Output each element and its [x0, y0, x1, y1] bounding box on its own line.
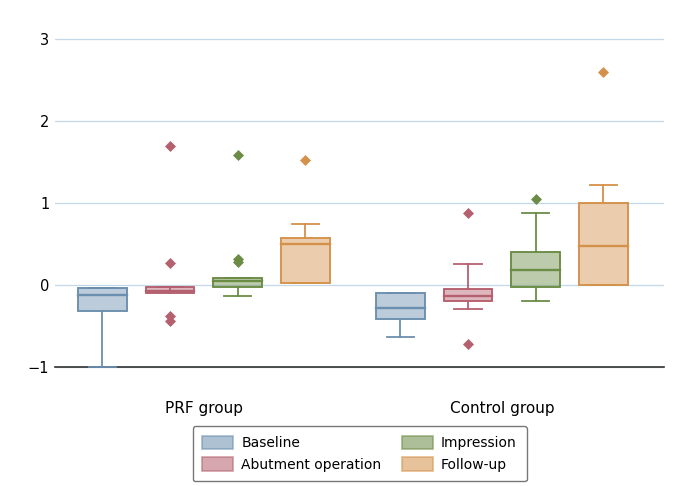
Bar	[281, 238, 329, 283]
Bar	[146, 287, 195, 293]
Bar	[78, 288, 127, 311]
Bar	[579, 203, 628, 285]
Bar	[213, 278, 262, 287]
Text: PRF group: PRF group	[165, 401, 242, 416]
Bar	[213, 278, 262, 287]
Bar	[512, 252, 560, 287]
Bar	[444, 289, 493, 301]
Bar	[444, 289, 493, 301]
Bar	[146, 287, 195, 293]
Bar	[512, 252, 560, 287]
Bar	[281, 238, 329, 283]
Bar	[376, 293, 425, 319]
Text: Control group: Control group	[449, 401, 554, 416]
Bar	[376, 293, 425, 319]
Bar	[78, 288, 127, 311]
Legend: Baseline, Abutment operation, Impression, Follow-up: Baseline, Abutment operation, Impression…	[192, 426, 527, 482]
Bar	[579, 203, 628, 285]
